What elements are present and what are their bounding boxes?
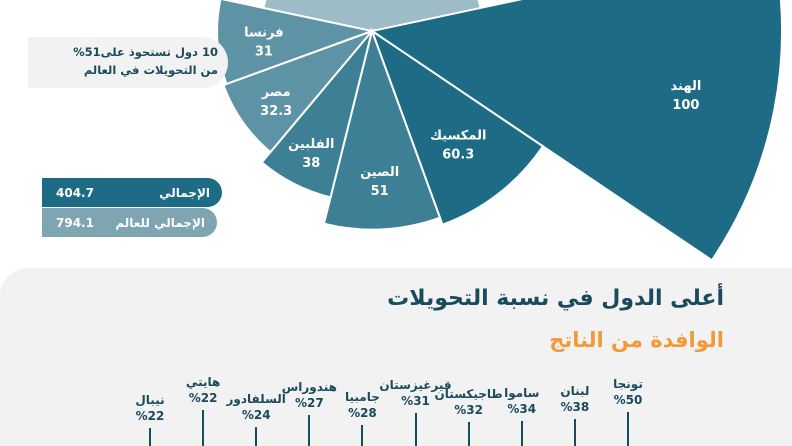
column-category: تونجا xyxy=(613,377,643,391)
rose-wedge xyxy=(369,0,783,260)
column-value: %22 xyxy=(135,409,165,423)
column-bar xyxy=(308,415,311,446)
rose-category-label: فرنسا xyxy=(244,26,284,41)
column-label: تونجا %50 xyxy=(586,376,670,408)
rose-category-label: المكسيك xyxy=(430,128,486,143)
column-bar xyxy=(255,426,258,446)
note-line-1: 10 دول تستحوذ على51% xyxy=(73,45,218,59)
column-bar xyxy=(414,412,417,446)
world-total-value: 794.1 xyxy=(56,215,94,230)
column-bar xyxy=(361,424,364,446)
column-value: %22 xyxy=(188,391,218,405)
column-value: %34 xyxy=(507,402,537,417)
column-category: قيرغيزستان xyxy=(379,377,452,392)
remittance-rose-chart: الهند 100 المكسيك 60.3 الصين 51 الفلبين 38 مصر 32… xyxy=(216,0,783,260)
column-label: قيرغيزستان %31 xyxy=(374,377,458,409)
column-category: ساموا xyxy=(504,386,540,401)
column-value: %38 xyxy=(560,399,590,414)
column-value: %50 xyxy=(613,393,643,407)
column-label: هندوراس %27 xyxy=(267,379,351,411)
rose-wedge xyxy=(260,30,373,199)
column-category: هايتي xyxy=(185,375,221,389)
world-total-pill: 794.1 الإجمالي للعالم xyxy=(42,208,217,237)
note-pill: 10 دول تستحوذ على51% من التحويلات في الع… xyxy=(28,37,228,88)
rose-category-label: الفلبين xyxy=(288,137,334,152)
column-category: هندوراس xyxy=(281,380,337,395)
total-label: الإجمالي xyxy=(159,185,210,200)
rose-background-wedge xyxy=(264,0,480,31)
rose-category-label: مصر xyxy=(261,85,291,100)
column-value: %32 xyxy=(454,403,484,418)
section-subtitle: الوافدة من الناتج xyxy=(549,328,724,352)
total-pill: 404.7 الإجمالي xyxy=(42,178,222,207)
rose-value-label: 31 xyxy=(255,45,273,60)
column-bar xyxy=(202,410,205,446)
column-value: %28 xyxy=(348,405,377,420)
column-bar xyxy=(627,412,629,446)
rose-category-label: الصين xyxy=(360,165,399,180)
rose-value-label: 100 xyxy=(672,98,699,113)
rose-value-label: 32.3 xyxy=(260,104,292,119)
rose-value-label: 51 xyxy=(371,184,389,199)
column-category: طاجيكستان xyxy=(434,387,503,402)
rose-value-label: 60.3 xyxy=(442,147,474,162)
column-label: نيبال %22 xyxy=(108,392,192,424)
world-total-label: الإجمالي للعالم xyxy=(115,215,205,230)
lower-panel-background xyxy=(0,268,792,446)
rose-wedge xyxy=(222,28,376,154)
column-value: %27 xyxy=(294,396,324,411)
column-value: %24 xyxy=(241,407,271,422)
column-label: ساموا %34 xyxy=(480,385,564,417)
rose-value-label: 38 xyxy=(302,156,320,171)
column-bar xyxy=(573,418,576,446)
column-bar xyxy=(467,422,470,446)
column-label: طاجيكستان %32 xyxy=(427,386,511,418)
column-category: جامبيا xyxy=(344,389,380,404)
rose-category-label: الهند xyxy=(671,79,702,94)
column-label: هايتي %22 xyxy=(161,374,245,406)
note-line-2: من التحويلات في العالم xyxy=(83,63,218,77)
column-label: لبنان %38 xyxy=(533,383,617,415)
total-value: 404.7 xyxy=(56,185,94,200)
column-category: نيبال xyxy=(135,393,165,407)
column-label: السلفادور %24 xyxy=(214,391,298,423)
rose-wedge xyxy=(370,28,545,227)
rose-wedge xyxy=(322,27,442,231)
column-value: %31 xyxy=(401,393,430,408)
column-label: جامبيا %28 xyxy=(320,389,404,421)
section-title: أعلى الدول في نسبة التحويلات xyxy=(387,286,724,311)
column-bar xyxy=(520,421,523,446)
column-category: لبنان xyxy=(560,383,590,398)
column-category: السلفادور xyxy=(226,391,286,406)
column-bar xyxy=(149,428,151,446)
